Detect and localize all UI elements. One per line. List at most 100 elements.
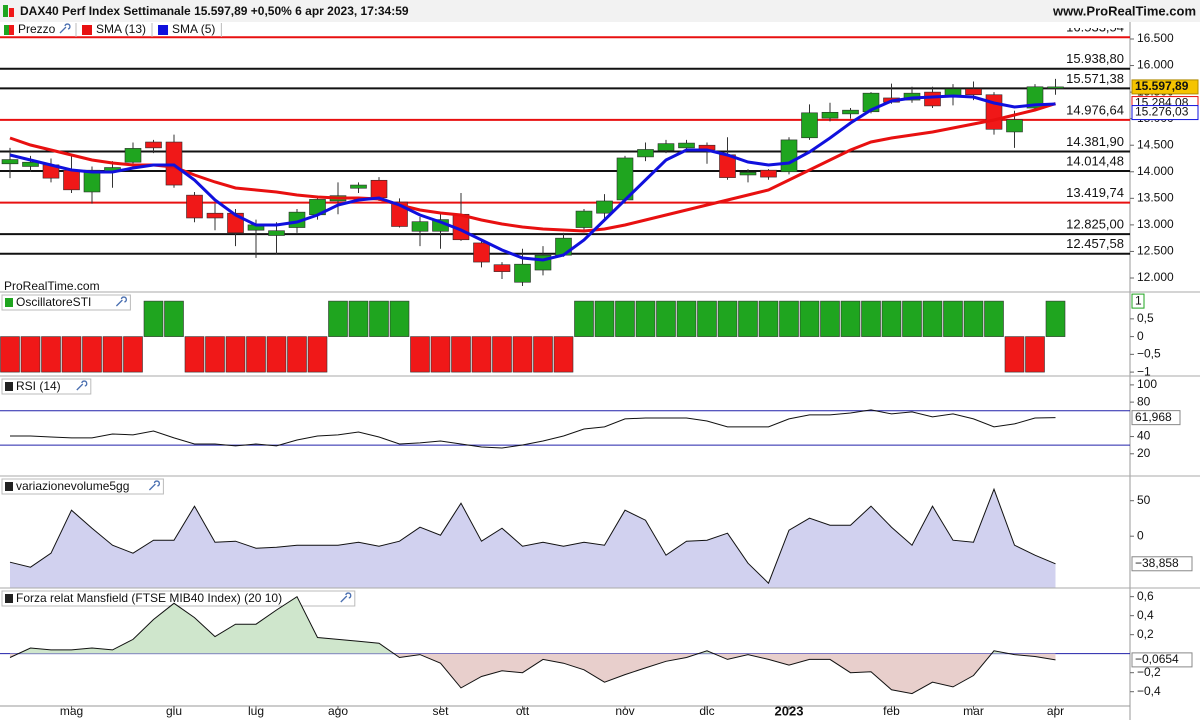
bar	[594, 300, 615, 337]
price-plot: 16.533,54 15.938,80 15.571,38 14.976,64 14.3…	[0, 20, 1130, 286]
level-label-bg	[1056, 154, 1126, 170]
bar	[266, 336, 287, 373]
bar	[143, 300, 164, 337]
last-value-label-box	[1131, 556, 1193, 572]
bar	[41, 336, 61, 373]
bar	[123, 336, 143, 373]
chart-title: DAX40 Perf Index Settimanale 15.597,89 +…	[20, 4, 409, 18]
bar	[635, 300, 656, 337]
y-tick-label: 100	[1137, 377, 1157, 391]
level-label-bg	[1056, 134, 1126, 150]
candle-body	[493, 264, 511, 272]
panel-title: RSI (14)	[16, 379, 61, 393]
y-tick-label: 80	[1137, 394, 1151, 408]
bar	[574, 300, 594, 337]
bar	[881, 300, 902, 337]
area-fill	[10, 489, 1056, 588]
candle-body	[801, 112, 818, 139]
panel-title: variazionevolume5gg	[16, 479, 129, 493]
candle-body	[924, 91, 941, 107]
bar	[820, 300, 840, 337]
candle-body	[350, 184, 367, 189]
x-tick-label: mar	[963, 704, 984, 718]
x-tick-label: feb	[883, 704, 900, 718]
bar	[287, 336, 307, 373]
sma-last-label: 15.276,03	[1135, 105, 1189, 119]
candle-body	[596, 200, 613, 214]
bar	[328, 300, 348, 337]
candle-body	[83, 169, 101, 193]
last-value-label-box	[1131, 410, 1181, 426]
bar	[984, 300, 1004, 337]
panel-icon	[5, 382, 13, 391]
y-tick-label: 0,2	[1137, 627, 1154, 641]
candle-body	[411, 221, 429, 232]
bar	[164, 300, 184, 337]
level-label: 12.825,00	[1066, 217, 1124, 232]
mansfield-line	[9, 595, 1056, 695]
legend-swatch	[158, 25, 169, 35]
legend-label: SMA (5)	[172, 22, 215, 36]
bar	[676, 300, 697, 337]
y-tick-label: 40	[1137, 429, 1151, 443]
level-label-bg	[1056, 217, 1126, 233]
bar	[430, 336, 451, 373]
candle-body	[842, 109, 859, 115]
candle-body	[821, 111, 839, 119]
panel-title-box	[1, 478, 164, 495]
y-tick-label: 0	[1137, 528, 1144, 542]
bar	[799, 300, 820, 337]
bar	[1025, 336, 1045, 373]
sma-last-label-box	[1131, 105, 1199, 121]
bar	[82, 336, 102, 373]
bar	[410, 336, 430, 373]
y-tick-label: 50	[1137, 493, 1151, 507]
level-label: 14.014,48	[1066, 153, 1124, 168]
y-tick-label: −0,4	[1137, 684, 1161, 698]
panel-icon	[5, 482, 13, 491]
bar	[533, 336, 553, 373]
level-label: 16.533,54	[1066, 20, 1124, 35]
panel-title: OscillatoreSTI	[16, 295, 91, 309]
legend-icon	[4, 25, 9, 35]
x-tick-label: set	[432, 704, 449, 718]
x-tick-label: dic	[699, 704, 714, 718]
bar	[902, 300, 922, 337]
level-label: 12.457,58	[1066, 236, 1124, 251]
last-value-label: −0,0654	[1135, 652, 1179, 666]
settings-icon	[59, 23, 71, 34]
sma-line	[9, 94, 1056, 262]
bar	[61, 336, 82, 373]
legend-label: SMA (13)	[96, 22, 146, 36]
level-label: 15.938,80	[1066, 51, 1124, 66]
level-label-bg	[1056, 28, 1126, 36]
bar	[697, 300, 717, 337]
price-last-label-box	[1131, 79, 1199, 95]
y-tick-label: 14.000	[1137, 164, 1174, 178]
bar	[20, 336, 41, 373]
legend-icon	[9, 25, 14, 35]
app-icon	[9, 8, 14, 17]
last-value-label: 1	[1135, 293, 1142, 307]
header-bar	[0, 0, 1200, 22]
candle-body	[760, 169, 777, 178]
y-tick-label: 12.500	[1137, 244, 1174, 258]
bar	[943, 300, 963, 337]
bar	[492, 336, 512, 373]
bar	[471, 336, 492, 373]
y-tick-label: 13.500	[1137, 191, 1174, 205]
candle-body	[1026, 86, 1044, 109]
bar	[840, 300, 861, 337]
bar	[225, 336, 246, 373]
candle-body	[63, 169, 80, 191]
candle-body	[22, 161, 39, 167]
last-value-label: −38,858	[1135, 556, 1179, 570]
settings-icon	[115, 296, 127, 307]
bar	[779, 300, 799, 337]
level-label-bg	[1056, 71, 1126, 87]
candle-body	[1006, 119, 1023, 133]
legend-swatch	[82, 25, 92, 35]
level-label: 14.381,90	[1066, 134, 1124, 149]
x-tick-label: 2023	[775, 703, 804, 718]
